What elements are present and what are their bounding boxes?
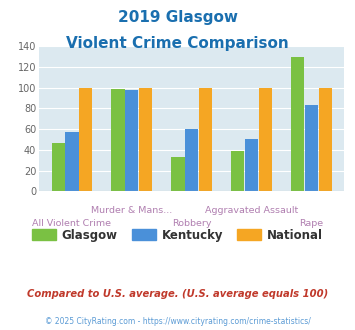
Bar <box>65 132 78 191</box>
Bar <box>139 88 152 191</box>
Text: All Violent Crime: All Violent Crime <box>32 219 111 228</box>
Text: Rape: Rape <box>299 219 323 228</box>
Bar <box>111 89 125 191</box>
Bar <box>291 56 304 191</box>
Bar <box>185 129 198 191</box>
Bar <box>231 151 244 191</box>
Bar <box>259 88 272 191</box>
Bar <box>171 157 185 191</box>
Text: Aggravated Assault: Aggravated Assault <box>205 206 298 215</box>
Bar <box>318 88 332 191</box>
Bar <box>79 88 92 191</box>
Text: Robbery: Robbery <box>172 219 212 228</box>
Bar <box>51 143 65 191</box>
Text: Murder & Mans...: Murder & Mans... <box>91 206 173 215</box>
Legend: Glasgow, Kentucky, National: Glasgow, Kentucky, National <box>28 224 327 247</box>
Text: Violent Crime Comparison: Violent Crime Comparison <box>66 36 289 51</box>
Bar <box>199 88 212 191</box>
Text: 2019 Glasgow: 2019 Glasgow <box>118 10 237 25</box>
Bar <box>305 105 318 191</box>
Text: © 2025 CityRating.com - https://www.cityrating.com/crime-statistics/: © 2025 CityRating.com - https://www.city… <box>45 317 310 326</box>
Bar <box>245 139 258 191</box>
Text: Compared to U.S. average. (U.S. average equals 100): Compared to U.S. average. (U.S. average … <box>27 289 328 299</box>
Bar <box>125 90 138 191</box>
